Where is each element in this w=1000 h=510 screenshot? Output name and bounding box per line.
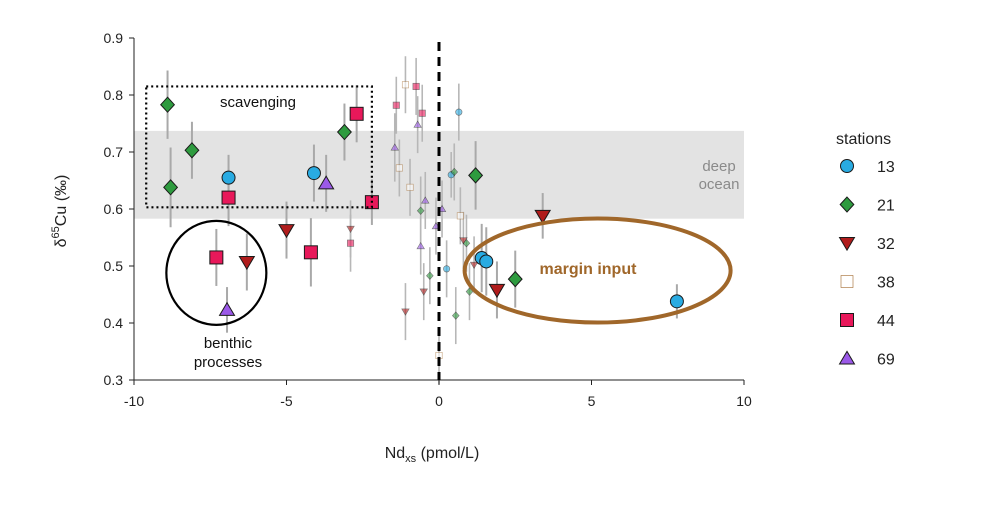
y-axis-label-delta: δ xyxy=(53,238,70,247)
legend-title: stations xyxy=(836,131,891,148)
x-axis-label-subscript: xs xyxy=(405,453,417,465)
legend-label-station-69: 69 xyxy=(877,352,895,369)
y-tick-label: 0.8 xyxy=(104,87,124,103)
data-point-station-21 xyxy=(336,123,352,141)
data-point-small-station-44 xyxy=(347,239,355,247)
data-point-small-station-32 xyxy=(459,237,468,245)
data-point-small-station-38 xyxy=(395,164,403,172)
data-point-small-station-38 xyxy=(401,81,409,89)
data-point-station-44 xyxy=(303,245,318,260)
legend-marker-station-32 xyxy=(838,236,856,252)
benthic-label-line: benthic xyxy=(204,335,253,352)
data-point-station-69 xyxy=(317,175,335,190)
data-point-small-station-38 xyxy=(406,183,414,191)
data-point-small-station-32 xyxy=(469,261,479,269)
data-point-small-station-38 xyxy=(456,212,464,220)
deep-ocean-band xyxy=(134,130,744,219)
data-point-station-13 xyxy=(221,170,236,185)
y-tick-label: 0.4 xyxy=(104,315,124,331)
x-axis-label-main: Nd xyxy=(385,445,405,462)
legend-marker-station-13 xyxy=(840,159,854,173)
data-point-small-station-21 xyxy=(416,206,425,215)
data-point-station-21 xyxy=(163,179,179,196)
data-point-small-station-21 xyxy=(450,167,459,177)
y-axis-label: δ65Cu (‰) xyxy=(50,175,70,248)
data-point-small-station-21 xyxy=(426,271,434,280)
data-point-small-station-13 xyxy=(455,108,463,116)
legend-marker-station-21 xyxy=(839,196,855,213)
data-point-station-13 xyxy=(306,166,321,181)
y-axis-label-superscript: 65 xyxy=(50,226,62,238)
margin-input-label: margin input xyxy=(540,261,638,278)
data-point-small-station-44 xyxy=(392,101,400,109)
data-point-station-21 xyxy=(468,167,484,184)
legend: stations 13 21 32 38 44 69 xyxy=(836,131,895,369)
y-tick-label: 0.3 xyxy=(104,372,124,388)
legend-label-station-13: 13 xyxy=(877,159,895,176)
data-point-small-station-32 xyxy=(419,288,428,296)
data-point-station-44 xyxy=(349,106,364,121)
x-tick-label: 10 xyxy=(736,393,752,409)
data-point-small-station-21 xyxy=(452,311,460,320)
benthic-label-line: processes xyxy=(194,354,262,371)
x-tick-label: -10 xyxy=(124,393,144,409)
data-point-small-station-44 xyxy=(418,109,426,117)
data-point-small-station-69 xyxy=(413,120,422,128)
legend-label-station-44: 44 xyxy=(877,313,895,330)
data-point-small-station-13 xyxy=(443,265,451,273)
x-axis-label-units: (pmol/L) xyxy=(416,445,479,462)
data-point-small-station-69 xyxy=(390,143,399,151)
margin-input-ellipse xyxy=(462,216,733,325)
legend-label-station-38: 38 xyxy=(877,275,895,292)
scavenging-label: scavenging xyxy=(220,94,296,111)
y-tick-label: 0.9 xyxy=(104,30,124,46)
x-axis-label: Ndxs (pmol/L) xyxy=(385,445,480,465)
y-axis-label-units: Cu (‰) xyxy=(53,175,70,227)
axes: 0.3 0.4 0.5 0.6 0.7 0.8 0.9 -10 -5 0 5 10 xyxy=(104,30,752,409)
data-point-station-44 xyxy=(209,250,224,265)
y-tick-label: 0.6 xyxy=(104,201,124,217)
legend-marker-station-69 xyxy=(838,350,856,365)
data-point-station-32 xyxy=(238,255,256,271)
benthic-ellipse xyxy=(165,219,268,326)
data-point-station-69 xyxy=(218,301,236,316)
legend-marker-station-44 xyxy=(840,313,854,327)
data-point-station-32 xyxy=(278,224,295,239)
legend-label-station-32: 32 xyxy=(877,236,895,253)
data-point-small-station-69 xyxy=(416,241,425,250)
x-tick-label: -5 xyxy=(280,393,293,409)
data-point-station-21 xyxy=(507,270,523,288)
data-point-station-32 xyxy=(488,283,506,299)
x-tick-label: 0 xyxy=(435,393,443,409)
data-point-station-32 xyxy=(534,209,552,224)
data-point-station-21 xyxy=(160,96,176,113)
legend-label-station-21: 21 xyxy=(877,198,895,215)
y-tick-label: 0.5 xyxy=(104,258,124,274)
data-point-station-13 xyxy=(479,254,494,269)
data-point-small-station-32 xyxy=(346,225,355,234)
y-tick-label: 0.7 xyxy=(104,144,124,160)
data-point-small-station-32 xyxy=(401,308,410,316)
legend-marker-station-38 xyxy=(840,275,854,288)
x-tick-label: 5 xyxy=(588,393,596,409)
data-point-small-station-69 xyxy=(421,196,430,204)
data-point-small-station-21 xyxy=(465,287,474,296)
data-point-station-13 xyxy=(669,294,684,309)
annotation-layer: scavenging benthic processes margin input xyxy=(145,85,733,371)
deep-ocean-label-line: ocean xyxy=(699,176,740,193)
deep-ocean-label-line: deep xyxy=(702,158,735,175)
scavenging-box xyxy=(145,85,373,209)
data-point-station-44 xyxy=(221,190,236,205)
data-point-small-station-44 xyxy=(412,82,420,90)
marker-layer xyxy=(160,81,684,359)
data-point-station-21 xyxy=(184,142,200,159)
